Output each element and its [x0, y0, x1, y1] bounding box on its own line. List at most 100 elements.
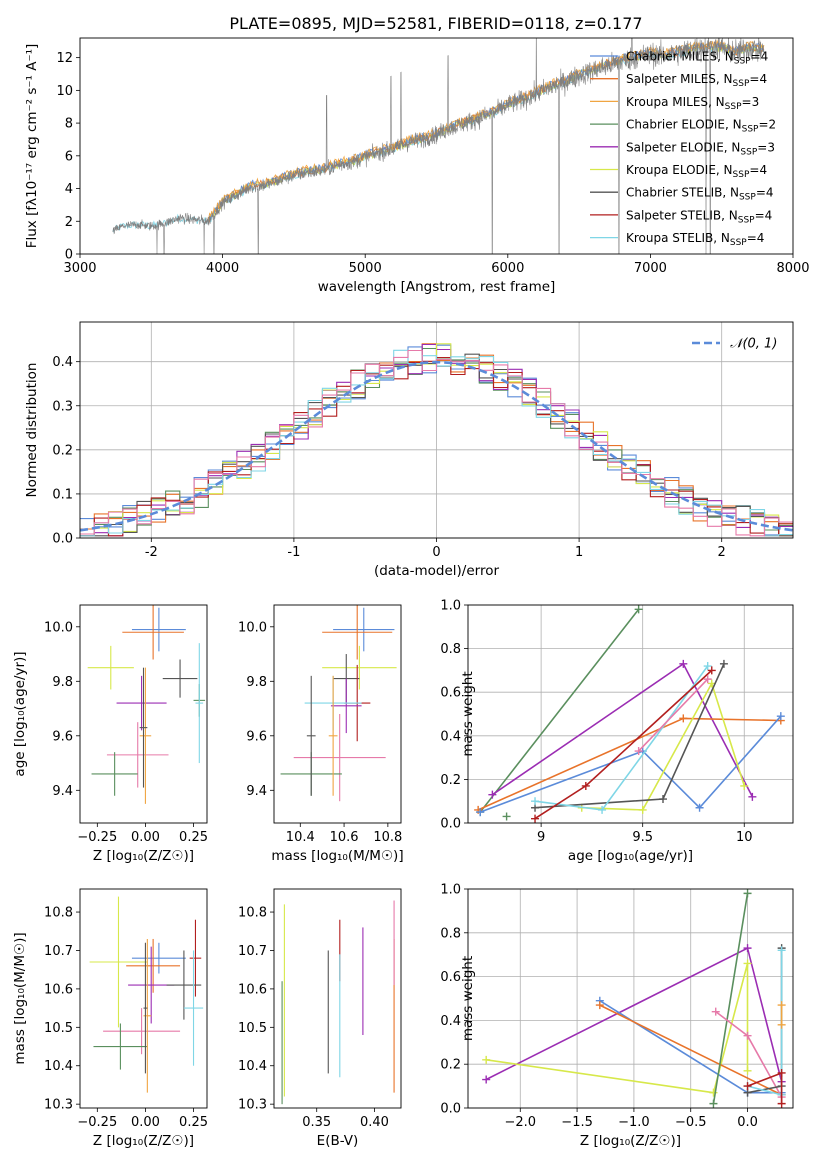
- y-tick-label: 0.6: [440, 686, 461, 701]
- plus-marker: [482, 1055, 491, 1064]
- x-tick-label: 4000: [206, 261, 239, 276]
- mass_vs_Z-errorbars: [89, 896, 204, 1093]
- legend-label-sub: SSP: [742, 125, 759, 135]
- y-tick-label: 8: [65, 117, 73, 132]
- y-tick-label: 0.4: [52, 355, 73, 370]
- plus-marker: [703, 662, 712, 671]
- legend-label-text: Salpeter MILES, N: [626, 72, 733, 86]
- weight_vs_Z-series: [482, 889, 786, 1108]
- weight_vs_Z-frame: [467, 888, 794, 1109]
- legend-label-suffix: =4: [749, 72, 767, 86]
- legend-label: Salpeter MILES, NSSP=4: [626, 72, 767, 89]
- mass_vs_Z-axes: −0.25 0.00 0.25 10.3 10.4 10.5 10.6 10.7 10.8: [44, 906, 208, 1130]
- x-tick-label: 0.40: [360, 1115, 389, 1130]
- plus-marker: [634, 747, 643, 756]
- plus-marker: [777, 1020, 786, 1029]
- age_vs_mass-xlabel: mass [log₁₀(M/M☉)]: [271, 848, 403, 864]
- plus-marker: [709, 1099, 718, 1108]
- legend-label: Chabrier STELIB, NSSP=4: [626, 186, 774, 203]
- x-tick-label: −2.0: [504, 1115, 536, 1130]
- plus-marker: [748, 792, 757, 801]
- spectrum-frame: [79, 37, 794, 255]
- legend-label-sub: SSP: [738, 215, 755, 225]
- weight-line: [638, 678, 709, 752]
- plus-marker: [595, 1001, 604, 1010]
- plus-marker: [638, 805, 647, 814]
- y-tick-label: 0.6: [440, 970, 461, 985]
- weight-line: [486, 963, 749, 1094]
- plus-marker: [743, 944, 752, 953]
- y-tick-label: 10.7: [44, 944, 73, 959]
- figure-title: PLATE=0895, MJD=52581, FIBERID=0118, z=0…: [229, 14, 642, 33]
- y-tick-label: 9.6: [52, 729, 73, 744]
- mass_vs_ebv-errorbars: [281, 900, 395, 1105]
- age_vs_Z-ylabel: age [log₁₀(age/yr)]: [12, 651, 28, 776]
- y-tick-label: 10.0: [44, 620, 73, 635]
- legend-label-sub: SSP: [725, 102, 742, 112]
- plus-marker: [476, 808, 485, 817]
- y-tick-label: 10.3: [44, 1098, 73, 1113]
- x-tick-label: −1.0: [618, 1115, 650, 1130]
- plus-marker: [740, 781, 749, 790]
- legend-label-suffix: =2: [758, 118, 776, 132]
- plus-marker: [709, 1088, 718, 1097]
- legend-label-text: Salpeter ELODIE, N: [626, 140, 740, 154]
- x-tick-label: 9: [537, 830, 545, 845]
- y-tick-label: 10.8: [44, 906, 73, 921]
- plus-marker: [719, 659, 728, 668]
- y-tick-label: 9.6: [246, 729, 267, 744]
- weight_vs_Z-xlabel: Z [log₁₀(Z/Z☉)]: [580, 1133, 681, 1149]
- legend-label: Kroupa STELIB, NSSP=4: [626, 231, 764, 248]
- legend-label-text: Chabrier MILES, N: [626, 50, 734, 64]
- x-tick-label: 0.35: [302, 1115, 331, 1130]
- plus-marker: [711, 1007, 720, 1016]
- y-tick-label: 0.4: [440, 729, 461, 744]
- y-tick-label: 6: [65, 149, 73, 164]
- plus-marker: [679, 714, 688, 723]
- y-tick-label: 9.8: [52, 675, 73, 690]
- legend-label-sub: SSP: [734, 57, 751, 67]
- age_vs_Z-axes: −0.25 0.00 0.25 9.4 9.6 9.8 10.0: [44, 620, 208, 845]
- y-tick-label: 0.8: [440, 926, 461, 941]
- spectrum-ylabel: Flux [fλ10⁻¹⁷ erg cm⁻² s⁻¹ A⁻¹]: [24, 44, 40, 249]
- legend-label: Salpeter STELIB, NSSP=4: [626, 208, 772, 225]
- x-tick-label: 1: [575, 545, 583, 560]
- mass_vs_ebv-xlabel: E(B-V): [317, 1133, 359, 1149]
- y-tick-label: 4: [65, 182, 73, 197]
- x-tick-label: 10.6: [330, 830, 359, 845]
- weight-line: [712, 893, 749, 1104]
- residual_hist-ylabel: Normed distribution: [24, 363, 40, 498]
- y-tick-label: 10.4: [44, 1059, 73, 1074]
- legend-label-text: Kroupa STELIB, N: [626, 231, 730, 245]
- plus-marker: [488, 790, 497, 799]
- spectrum-axes: 3000 4000 5000 6000 7000 8000 0 2 4 6 8 10 12: [56, 51, 809, 276]
- y-tick-label: 10.5: [44, 1021, 73, 1036]
- weight_vs_age-series: [474, 605, 785, 823]
- y-tick-label: 0.0: [440, 817, 461, 832]
- age_vs_mass-frame: [273, 604, 402, 824]
- y-tick-label: 10: [56, 84, 73, 99]
- x-tick-label: −0.25: [77, 1115, 117, 1130]
- weight_vs_Z-axes: −2.0 −1.5 −1.0 −0.5 0.0 0.0 0.2 0.4 0.6 0.8 1.0: [440, 883, 793, 1130]
- y-tick-label: 9.4: [52, 784, 73, 799]
- plus-marker: [659, 795, 667, 804]
- y-tick-label: 10.3: [238, 1098, 267, 1113]
- legend-label-suffix: =4: [751, 50, 769, 64]
- plus-marker: [598, 805, 607, 814]
- legend-label-sub: SSP: [739, 193, 756, 203]
- y-tick-label: 10.8: [238, 906, 267, 921]
- x-tick-label: −1.5: [561, 1115, 593, 1130]
- y-tick-label: 9.4: [246, 784, 267, 799]
- plus-marker: [482, 1075, 491, 1084]
- x-tick-label: -2: [145, 545, 158, 560]
- plus-marker: [777, 1068, 786, 1077]
- x-tick-label: -1: [287, 545, 300, 560]
- legend-label-suffix: =4: [756, 186, 774, 200]
- y-tick-label: 0: [65, 248, 73, 263]
- x-tick-label: 0.25: [179, 830, 208, 845]
- legend-label-suffix: =3: [742, 95, 760, 109]
- x-tick-label: 0.25: [179, 1115, 208, 1130]
- age_vs_Z-errorbars: [87, 605, 206, 804]
- plus-marker: [776, 712, 785, 721]
- plus-marker: [743, 889, 752, 898]
